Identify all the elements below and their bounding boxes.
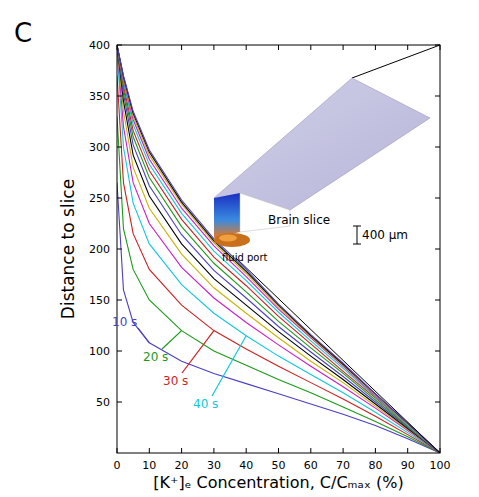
curve [117,45,440,453]
x-tick [407,45,408,50]
x-tick-label: 50 [272,459,286,472]
y-tick-label: 350 [89,90,110,103]
zoom-line [352,45,440,78]
x-tick [375,45,376,50]
y-tick [435,198,440,199]
thickness-arrow [353,226,361,227]
curve [117,45,440,453]
y-tick [117,96,122,97]
thickness-arrow [357,226,358,244]
y-tick [117,45,122,46]
x-tick [278,45,279,50]
y-tick [435,351,440,352]
series-label: 10 s [112,315,137,329]
x-tick [246,448,247,453]
y-tick-label: 50 [96,396,110,409]
x-tick-label: 60 [304,459,318,472]
fluid-port [214,233,250,247]
y-tick-label: 100 [89,345,110,358]
x-tick-label: 20 [175,459,189,472]
y-tick [117,402,122,403]
leader-line [182,331,214,373]
y-axis-label: Distance to slice [58,179,78,319]
curve [117,45,440,453]
curve [117,45,440,453]
slice-top [214,78,430,210]
zoom-line [236,258,440,453]
x-tick [181,448,182,453]
x-tick [375,448,376,453]
x-tick-label: 30 [207,459,221,472]
curve [117,45,440,453]
y-tick [435,147,440,148]
y-tick [117,351,122,352]
y-tick-label: 300 [89,141,110,154]
x-tick-label: 40 [239,459,253,472]
x-tick [343,45,344,50]
curve [117,45,440,453]
x-tick-label: 10 [142,459,156,472]
x-tick [246,45,247,50]
x-tick [117,448,118,453]
x-tick [310,45,311,50]
y-tick [117,147,122,148]
x-axis-label: [K⁺]ₑ Concentration, C/Cₘₐₓ (%) [153,473,403,492]
x-tick [117,45,118,50]
x-tick-label: 100 [430,459,451,472]
y-tick [117,249,122,250]
x-tick-label: 0 [114,459,121,472]
x-tick [407,448,408,453]
x-tick-label: 90 [401,459,415,472]
leader-line [212,336,246,396]
series-label: 40 s [193,397,218,411]
x-tick [278,448,279,453]
x-tick [343,448,344,453]
x-tick [310,448,311,453]
panel-label: C [14,18,32,48]
curve [117,183,440,453]
leader-line [162,331,182,349]
y-tick [435,249,440,250]
leader-line [138,328,149,343]
slice-front [214,193,240,238]
x-tick [181,45,182,50]
y-tick-label: 400 [89,39,110,52]
y-tick [435,402,440,403]
x-tick-label: 80 [368,459,382,472]
y-tick [117,198,122,199]
fluid-port [219,235,237,242]
curve [117,50,440,453]
x-tick [213,45,214,50]
series-label: 20 s [143,350,168,364]
curve [117,45,440,453]
y-tick [435,300,440,301]
chart: C 0 10 20 30 40 50 60 70 80 90 100 50 100 150 200 250 300… [0,0,479,497]
curve [117,45,440,453]
y-tick-label: 250 [89,192,110,205]
curves [117,45,440,453]
x-tick [149,45,150,50]
curve [117,45,440,453]
y-tick [117,300,122,301]
y-tick-label: 150 [89,294,110,307]
inset-label: Brain slice [268,213,330,227]
inset-label: fluid port [222,252,268,263]
series-label: 30 s [163,374,188,388]
curve [117,45,440,453]
x-tick-label: 70 [336,459,350,472]
x-tick [149,448,150,453]
inset: Brain slice 400 μm fluid port [214,45,440,453]
x-tick [213,448,214,453]
curve [117,45,440,453]
y-tick [435,96,440,97]
x-tick [440,45,441,50]
plot-frame [117,45,440,453]
y-tick-label: 200 [89,243,110,256]
thickness-arrow [353,244,361,245]
inset-label: 400 μm [362,228,408,242]
